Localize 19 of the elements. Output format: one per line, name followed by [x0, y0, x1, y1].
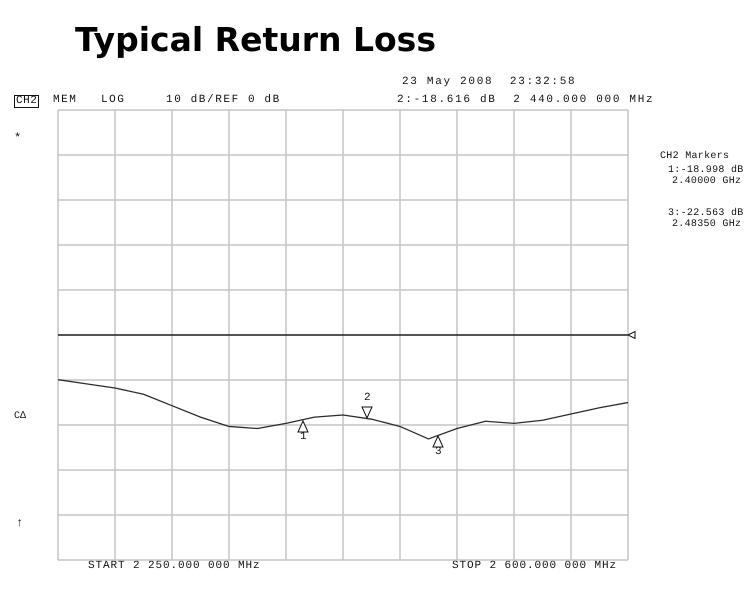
text: LOG: [101, 94, 126, 106]
text: ↑: [16, 516, 24, 530]
chart-title: Typical Return Loss: [75, 20, 436, 59]
text: 3:-22.563 dB: [668, 208, 744, 219]
text: CH2 Markers: [660, 151, 730, 162]
text: 23 May 2008 23:32:58: [402, 76, 576, 88]
text: *: [14, 131, 22, 145]
text: MEM: [53, 94, 78, 106]
text: C∆: [14, 411, 26, 422]
text: 2:-18.616 dB 2 440.000 000 MHz: [397, 94, 654, 106]
text: 2.48350 GHz: [672, 219, 742, 230]
text: START 2 250.000 000 MHz: [88, 560, 261, 572]
annotation: 1: [300, 431, 307, 443]
text: STOP 2 600.000 000 MHz: [452, 560, 618, 572]
text: 2.40000 GHz: [672, 176, 742, 187]
annotation: 2: [364, 392, 371, 404]
text: CH2: [14, 95, 40, 108]
text: 10 dB/REF 0 dB: [166, 94, 281, 106]
text: 1:-18.998 dB: [668, 165, 744, 176]
